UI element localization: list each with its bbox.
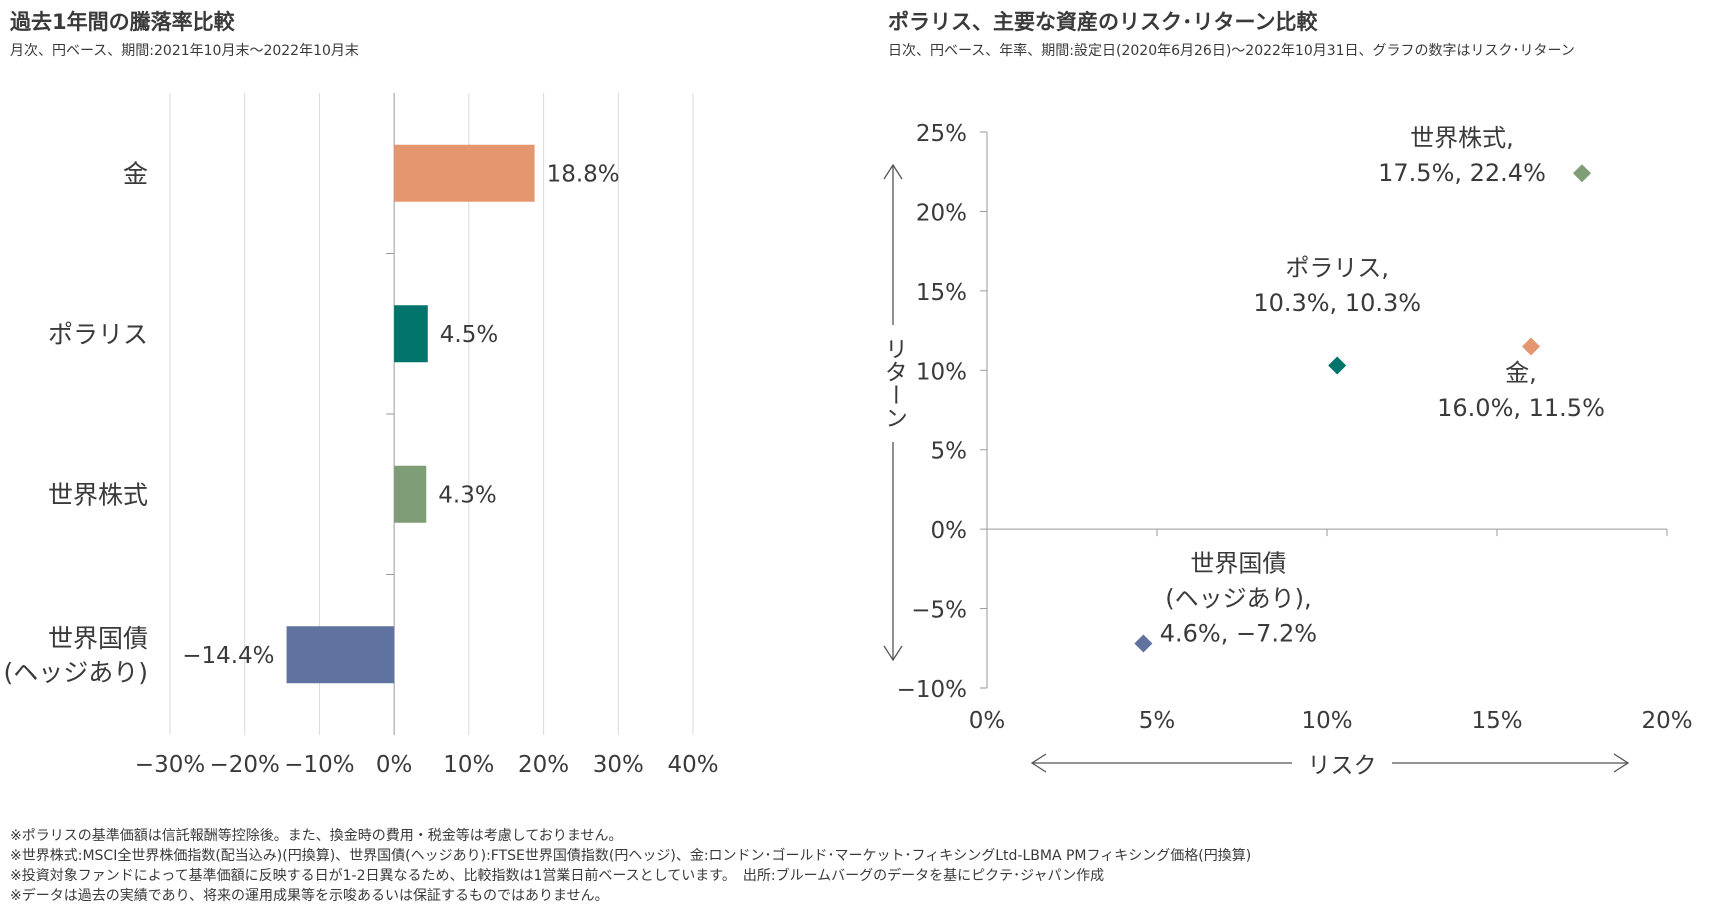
bar	[394, 144, 535, 202]
scatter-x-tick-label: 10%	[1301, 708, 1352, 734]
scatter-point	[1328, 356, 1347, 375]
scatter-point	[1134, 634, 1153, 653]
scatter-point	[1522, 337, 1540, 356]
bar-value-label: 4.3%	[438, 482, 496, 508]
bar-category-label: 世界国債	[48, 624, 148, 653]
scatter-point-label: 金,	[1505, 359, 1537, 387]
x-axis-arrowhead-right	[1613, 753, 1630, 773]
left-chart-subtitle: 月次、円ベース、期間:2021年10月末～2022年10月末	[10, 43, 359, 59]
scatter-y-tick-label: 15%	[916, 280, 967, 306]
right-chart-subtitle: 日次、円ベース、年率、期間:設定日(2020年6月26日)～2022年10月31…	[888, 43, 1575, 59]
footnote-3: ※投資対象ファンドによって基準価額に反映する日が1-2日異なるため、比較指数は1…	[10, 868, 1105, 884]
scatter-chart: −10% −5% 0% 5% 10% 15% 20% 25% 0% 5% 10% 15% 20% リスク リ…	[881, 121, 1693, 779]
scatter-y-tick-label: 5%	[931, 439, 968, 465]
bar-value-label: 18.8%	[547, 161, 620, 187]
x-axis-arrowhead-left	[1030, 753, 1047, 773]
bar-category-label: 世界株式	[48, 480, 148, 509]
bar-value-label: −14.4%	[182, 643, 274, 669]
y-axis-arrowhead-top	[883, 163, 903, 180]
left-chart-title: 過去1年間の騰落率比較	[10, 10, 235, 34]
scatter-y-tick-label: −5%	[911, 598, 967, 624]
charts-canvas: −30% −20% −10% 0% 10% 20% 30% 40%18.8%金4.5%ポラリス…	[3, 93, 1693, 779]
scatter-point-label: 4.6%, −7.2%	[1160, 620, 1317, 648]
scatter-x-tick-label: 0%	[969, 708, 1006, 734]
footnote-1: ※ポラリスの基準価額は信託報酬等控除後。また、換金時の費用・税金等は考慮しており…	[10, 828, 623, 844]
scatter-point-label: ポラリス,	[1285, 254, 1389, 282]
bar-category-label: ポラリス	[48, 320, 148, 349]
bar-x-tick-label: 40%	[667, 752, 718, 778]
bar-value-label: 4.5%	[440, 322, 498, 348]
scatter-point-label: 世界国債	[1190, 550, 1286, 578]
bar	[394, 305, 428, 363]
scatter-x-tick-label: 20%	[1641, 708, 1692, 734]
bar-x-tick-label: −30%	[135, 752, 205, 778]
bar	[286, 626, 395, 684]
scatter-y-tick-label: 25%	[916, 121, 967, 147]
scatter-y-tick-label: 10%	[916, 359, 967, 385]
y-axis-arrowhead-bottom	[883, 645, 903, 662]
footnote-4: ※データは過去の実績であり、将来の運用成果等を示唆あるいは保証するものではありま…	[10, 888, 609, 904]
scatter-point-label: 16.0%, 11.5%	[1437, 394, 1605, 422]
scatter-y-tick-label: 0%	[931, 518, 968, 544]
scatter-y-tick-label: −10%	[897, 677, 967, 703]
bar-x-tick-label: 0%	[376, 752, 413, 778]
bar-x-tick-label: −10%	[284, 752, 354, 778]
footnotes: ※ポラリスの基準価額は信託報酬等控除後。また、換金時の費用・税金等は考慮しており…	[10, 826, 1251, 906]
bar-category-label: 金	[123, 159, 148, 188]
scatter-y-tick-label: 20%	[916, 200, 967, 226]
scatter-y-axis-title: リターン	[881, 337, 907, 429]
bar-category-label: (ヘッジあり)	[3, 658, 148, 687]
scatter-x-axis-title: リスク	[1308, 753, 1377, 779]
footnote-2: ※世界株式:MSCI全世界株価指数(配当込み)(円換算)、世界国債(ヘッジあり)…	[10, 848, 1252, 864]
scatter-point-label: 17.5%, 22.4%	[1378, 159, 1546, 187]
bar-x-tick-label: 30%	[593, 752, 644, 778]
scatter-x-tick-label: 15%	[1471, 708, 1522, 734]
right-chart-title: ポラリス、主要な資産のリスク･リターン比較	[888, 10, 1318, 34]
bar	[394, 465, 427, 523]
bar-chart: −30% −20% −10% 0% 10% 20% 30% 40% 18.8% 金 4.5% ポラリス…	[3, 93, 719, 778]
scatter-point-label: 世界株式,	[1410, 124, 1514, 152]
bar-x-tick-label: −20%	[210, 752, 280, 778]
scatter-point-label: 10.3%, 10.3%	[1253, 289, 1421, 317]
scatter-point	[1573, 164, 1591, 183]
bar-x-tick-label: 10%	[443, 752, 494, 778]
bar-x-tick-label: 20%	[518, 752, 569, 778]
scatter-point-label: (ヘッジあり),	[1165, 585, 1311, 613]
scatter-x-tick-label: 5%	[1139, 708, 1176, 734]
